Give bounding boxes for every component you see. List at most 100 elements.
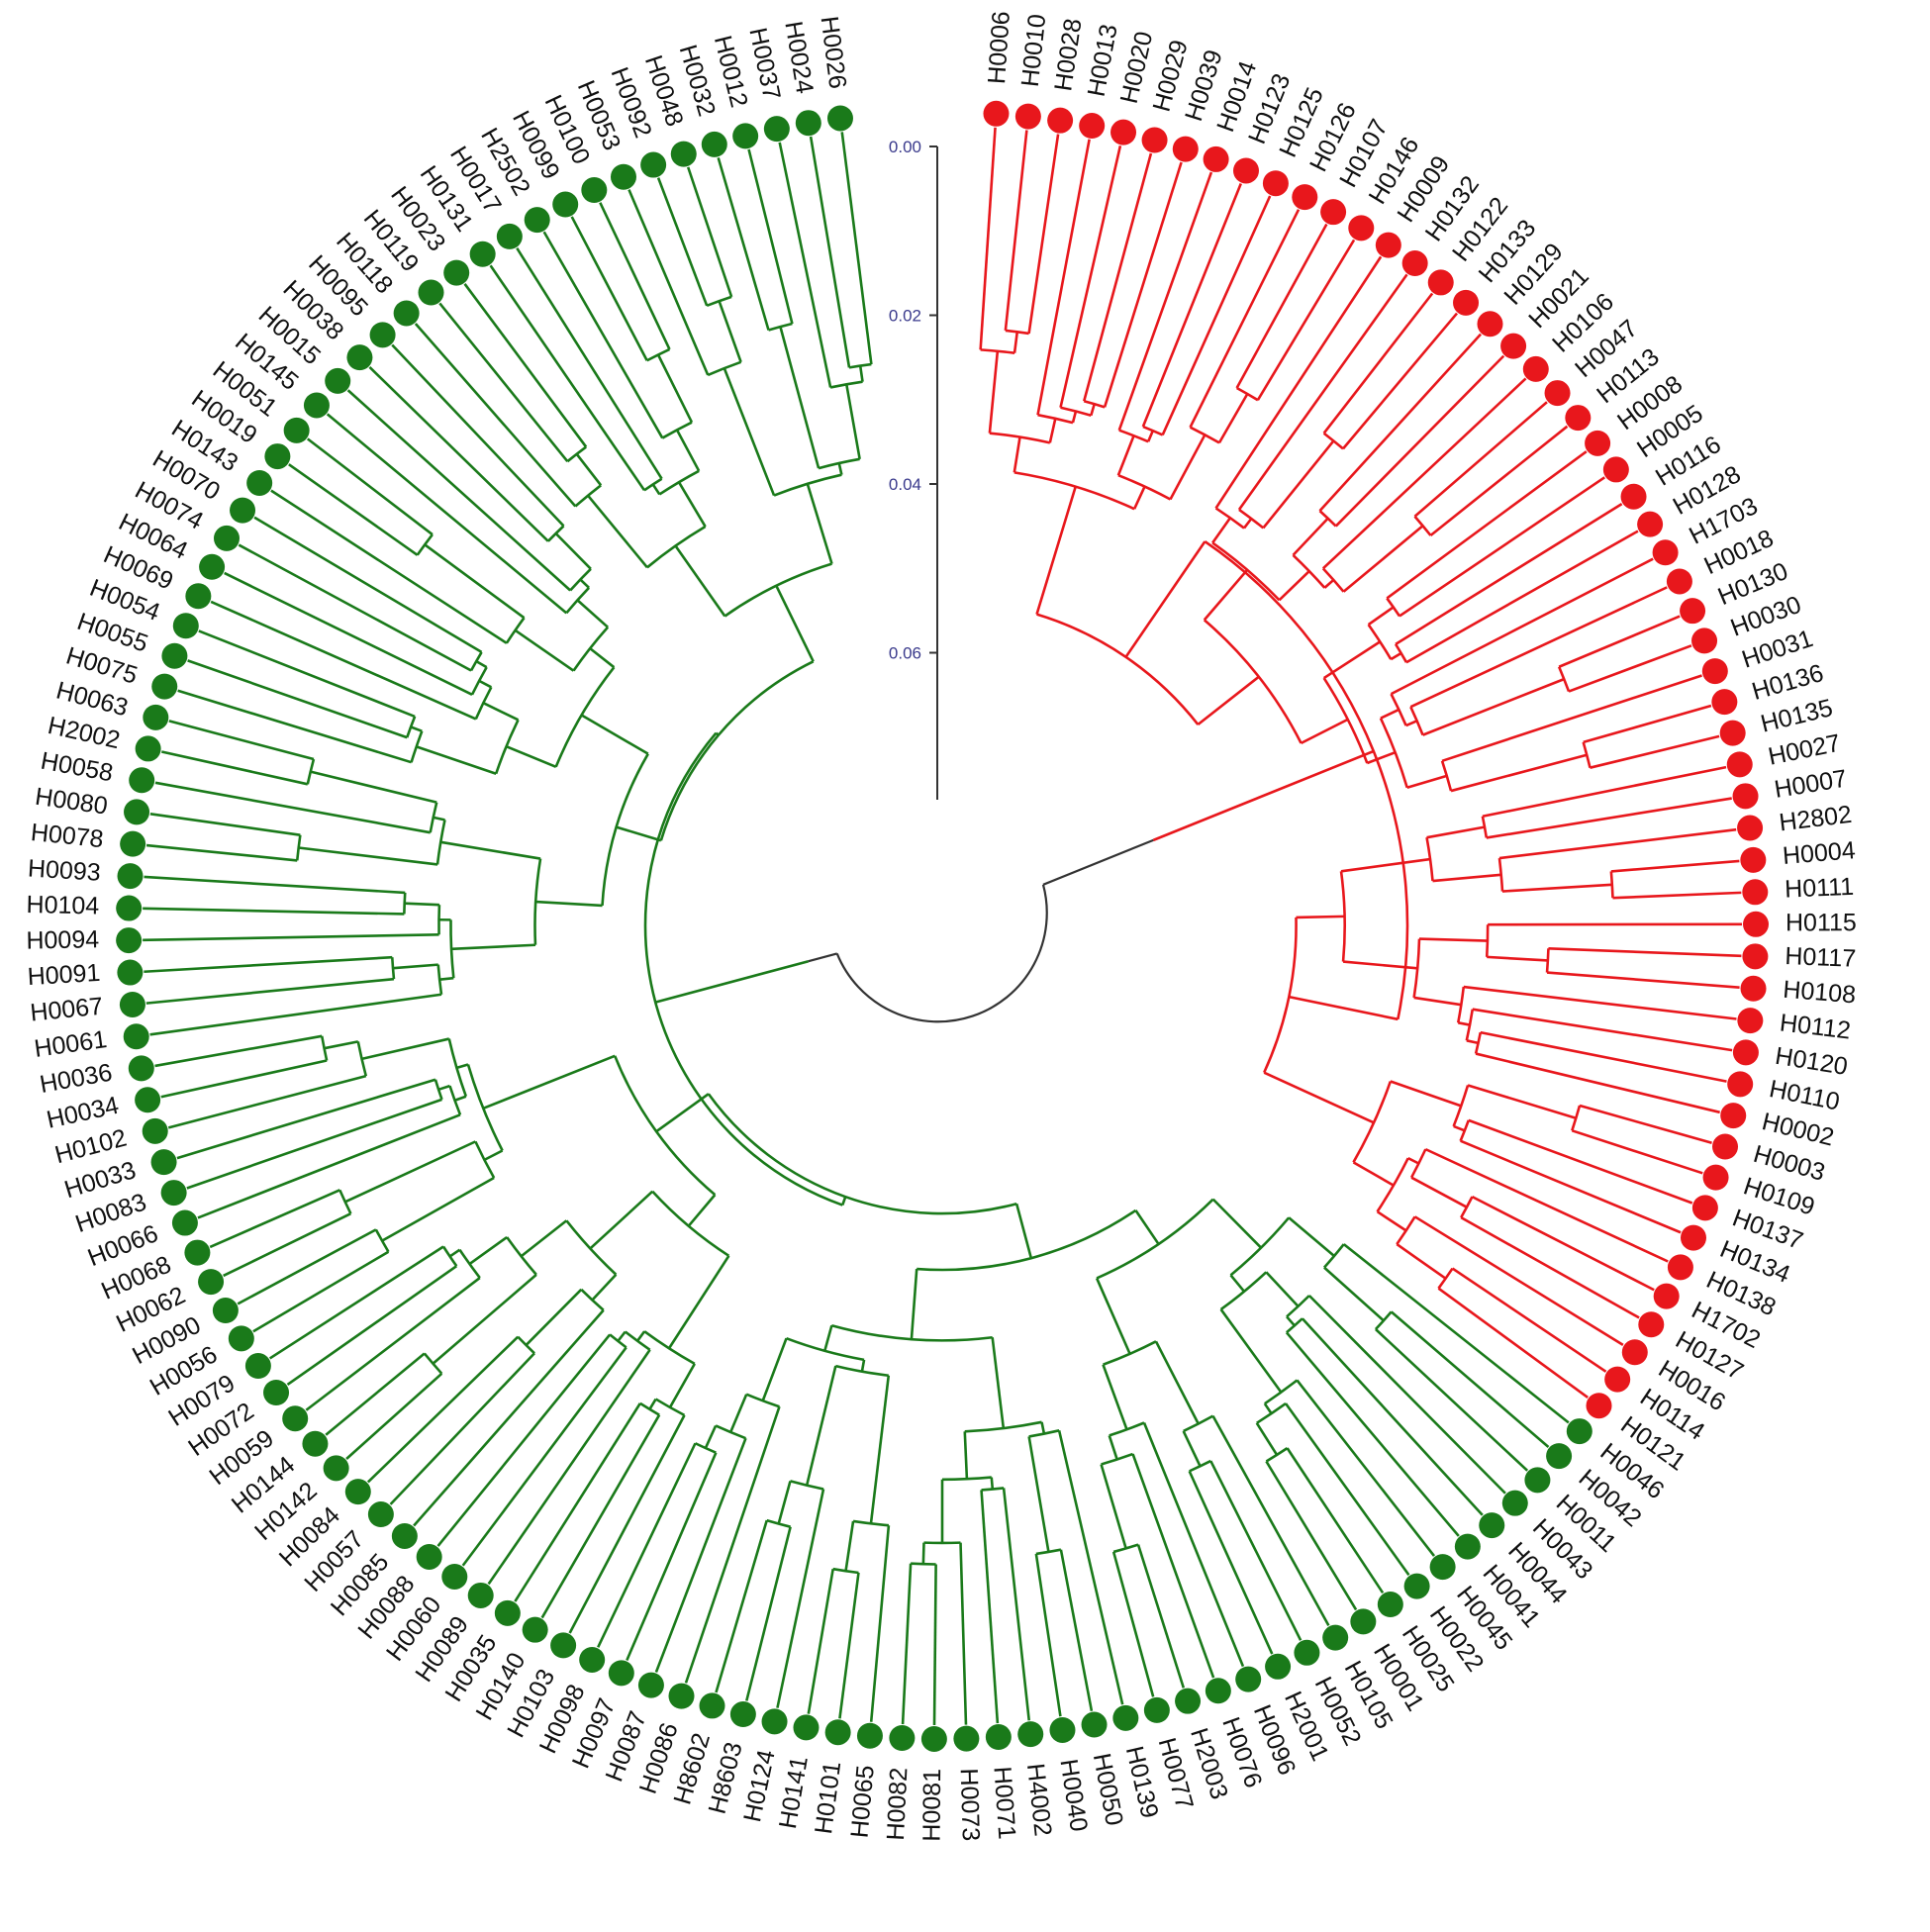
branch-radial bbox=[1454, 1126, 1465, 1130]
branch-radial bbox=[369, 367, 547, 541]
branch-arc bbox=[1378, 1158, 1408, 1211]
branch-arc bbox=[476, 687, 492, 719]
branch-radial bbox=[1148, 431, 1153, 441]
leaf-dot bbox=[214, 526, 240, 551]
leaf-dot bbox=[825, 1719, 851, 1745]
branch-radial bbox=[438, 1086, 449, 1090]
branch-radial bbox=[582, 715, 648, 753]
branch-radial bbox=[1406, 721, 1417, 725]
branch-radial bbox=[491, 265, 644, 490]
leaf-dot bbox=[143, 1118, 168, 1144]
branch-radial bbox=[839, 463, 842, 475]
branch-radial bbox=[224, 1213, 351, 1276]
leaf-dot bbox=[638, 1673, 664, 1698]
branch-radial bbox=[1411, 1178, 1467, 1208]
branch-arc bbox=[1487, 924, 1488, 957]
leaf-dot bbox=[135, 1087, 160, 1112]
branch-radial bbox=[144, 877, 405, 893]
branch-arc bbox=[659, 471, 699, 495]
branch-radial bbox=[1221, 1309, 1282, 1393]
leaf-label: H0093 bbox=[27, 854, 101, 886]
leaf-dot bbox=[1567, 1418, 1592, 1444]
leaf-label: H0071 bbox=[988, 1766, 1020, 1840]
leaf-label: H0040 bbox=[1054, 1757, 1093, 1833]
leaf-dot bbox=[1737, 816, 1763, 841]
branch-radial bbox=[1287, 1316, 1295, 1325]
branch-radial bbox=[1336, 356, 1504, 527]
tree-branches bbox=[143, 128, 1742, 1725]
branch-radial bbox=[842, 1197, 845, 1205]
branch-radial bbox=[934, 1564, 936, 1724]
branch-radial bbox=[653, 484, 660, 494]
branch-arc bbox=[1110, 1423, 1144, 1436]
branch-radial bbox=[1547, 973, 1740, 988]
branch-radial bbox=[670, 1364, 695, 1407]
branch-arc bbox=[746, 1395, 779, 1407]
branch-radial bbox=[1073, 411, 1076, 423]
branch-radial bbox=[570, 1415, 685, 1633]
branch-arc bbox=[471, 652, 482, 671]
branch-radial bbox=[1353, 1162, 1393, 1185]
branch-radial bbox=[688, 167, 731, 297]
branch-radial bbox=[961, 1543, 966, 1725]
leaf-dot bbox=[230, 498, 255, 524]
leaf-dot bbox=[1565, 405, 1591, 431]
leaf-dot bbox=[1175, 1689, 1201, 1714]
branch-arc bbox=[1414, 517, 1430, 535]
branch-radial bbox=[1414, 998, 1462, 1005]
leaf-dot bbox=[1654, 1284, 1680, 1309]
branch-radial bbox=[1143, 183, 1241, 427]
branch-radial bbox=[592, 1275, 616, 1301]
leaf-dot bbox=[857, 1723, 883, 1749]
leaf-dot bbox=[611, 164, 636, 190]
leaf-dot bbox=[796, 110, 821, 136]
branch-radial bbox=[238, 1229, 376, 1304]
leaf-dot bbox=[1711, 689, 1737, 715]
branch-radial bbox=[253, 1252, 389, 1331]
leaf-label: H0082 bbox=[882, 1767, 914, 1841]
branch-radial bbox=[655, 961, 809, 1002]
branch-radial bbox=[1408, 1158, 1419, 1163]
branch-radial bbox=[146, 845, 297, 860]
branch-radial bbox=[1502, 885, 1612, 892]
branch-radial bbox=[807, 1366, 835, 1486]
leaf-dot bbox=[129, 767, 154, 793]
leaf-dot bbox=[1587, 1393, 1612, 1418]
leaf-dot bbox=[1621, 484, 1647, 510]
branch-arc bbox=[507, 1237, 536, 1275]
leaf-label: H0027 bbox=[1766, 729, 1843, 771]
branch-arc bbox=[911, 1564, 936, 1565]
leaf-dot bbox=[120, 992, 145, 1017]
leaf-dot bbox=[1740, 847, 1766, 873]
branch-radial bbox=[846, 1521, 854, 1571]
branch-radial bbox=[590, 648, 614, 667]
branch-radial bbox=[1257, 1423, 1277, 1455]
branch-radial bbox=[161, 751, 307, 784]
branch-radial bbox=[1264, 1073, 1374, 1123]
branch-radial bbox=[871, 1376, 889, 1524]
branch-radial bbox=[669, 1256, 728, 1348]
leaf-label: H0073 bbox=[955, 1768, 985, 1841]
leaf-dot bbox=[1479, 1512, 1504, 1538]
leaf-dot bbox=[1348, 215, 1374, 241]
branch-radial bbox=[1324, 641, 1381, 678]
branch-arc bbox=[626, 1332, 650, 1350]
leaf-dot bbox=[1235, 1667, 1261, 1692]
leaf-dot bbox=[1112, 1705, 1138, 1731]
leaf-dot bbox=[417, 1544, 442, 1570]
leaf-dot bbox=[732, 123, 758, 148]
branch-arc bbox=[656, 1400, 685, 1415]
leaf-dot bbox=[1603, 456, 1629, 482]
branch-radial bbox=[1036, 1554, 1061, 1716]
leaf-dot bbox=[324, 1455, 349, 1481]
leaf-dot bbox=[1082, 1712, 1108, 1738]
leaf-dot bbox=[1294, 1640, 1319, 1666]
leaf-dot bbox=[497, 224, 523, 249]
leaf-dot bbox=[345, 1479, 371, 1504]
leaf-dot bbox=[124, 1023, 149, 1049]
branch-radial bbox=[1144, 1423, 1243, 1667]
leaf-label: H0010 bbox=[1016, 13, 1052, 88]
root-stem-green bbox=[809, 953, 837, 961]
branch-radial bbox=[617, 827, 661, 841]
leaf-dot bbox=[245, 1353, 271, 1379]
